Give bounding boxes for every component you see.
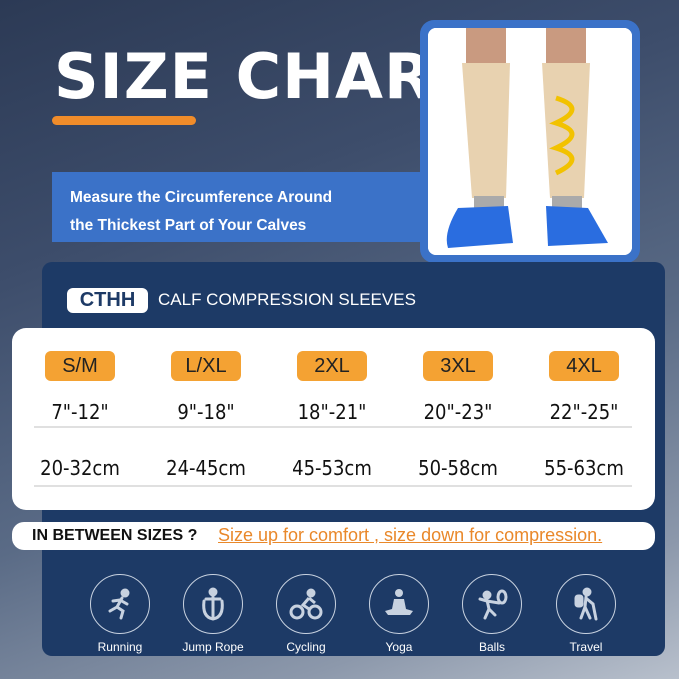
row-divider	[34, 426, 632, 428]
brand-logo: CTHH	[67, 288, 148, 313]
size-cm: 24-45cm	[166, 456, 246, 480]
activity-balls: Balls	[447, 574, 537, 654]
size-label-2xl: 2XL	[297, 351, 367, 381]
size-cm: 45-53cm	[292, 456, 372, 480]
size-cm: 55-63cm	[544, 456, 624, 480]
activity-label: Balls	[478, 640, 505, 654]
size-inches: 9"-18"	[177, 400, 235, 424]
sizing-tip-bar	[12, 522, 655, 550]
activity-jump-rope: Jump Rope	[168, 574, 258, 654]
hiking-icon	[556, 574, 616, 634]
measure-line-2: the Thickest Part of Your Calves	[70, 217, 307, 234]
row-divider	[34, 485, 632, 487]
size-inches: 20"-23"	[423, 400, 493, 424]
legs-with-sleeves-image	[428, 28, 632, 255]
running-icon	[90, 574, 150, 634]
size-inches: 22"-25"	[549, 400, 619, 424]
size-cm: 20-32cm	[40, 456, 120, 480]
size-inches: 7"-12"	[51, 400, 109, 424]
activity-label: Jump Rope	[182, 640, 244, 654]
tip-question: IN BETWEEN SIZES ?	[32, 527, 198, 544]
size-label-sm: S/M	[45, 351, 115, 381]
measure-line-1: Measure the Circumference Around	[70, 189, 333, 206]
size-inches: 18"-21"	[297, 400, 367, 424]
size-label-lxl: L/XL	[171, 351, 241, 381]
size-label-3xl: 3XL	[423, 351, 493, 381]
yoga-icon	[369, 574, 429, 634]
activity-label: Cycling	[286, 640, 326, 654]
jump-rope-icon	[183, 574, 243, 634]
activity-cycling: Cycling	[261, 574, 351, 654]
cycling-icon	[276, 574, 336, 634]
page-title: SIZE CHART	[54, 40, 474, 113]
activity-label: Travel	[569, 640, 603, 654]
size-cm: 50-58cm	[418, 456, 498, 480]
measure-instructions: Measure the Circumference Around the Thi…	[52, 172, 432, 242]
product-name: CALF COMPRESSION SLEEVES	[158, 290, 416, 309]
activity-label: Running	[97, 640, 143, 654]
size-label-4xl: 4XL	[549, 351, 619, 381]
activity-label: Yoga	[385, 640, 413, 654]
activity-running: Running	[75, 574, 165, 654]
tennis-icon	[462, 574, 522, 634]
activity-yoga: Yoga	[354, 574, 444, 654]
title-underline	[52, 116, 196, 125]
activity-travel: Travel	[541, 574, 631, 654]
tip-answer: Size up for comfort , size down for comp…	[218, 525, 603, 545]
calf-sleeve-photo	[420, 20, 640, 263]
